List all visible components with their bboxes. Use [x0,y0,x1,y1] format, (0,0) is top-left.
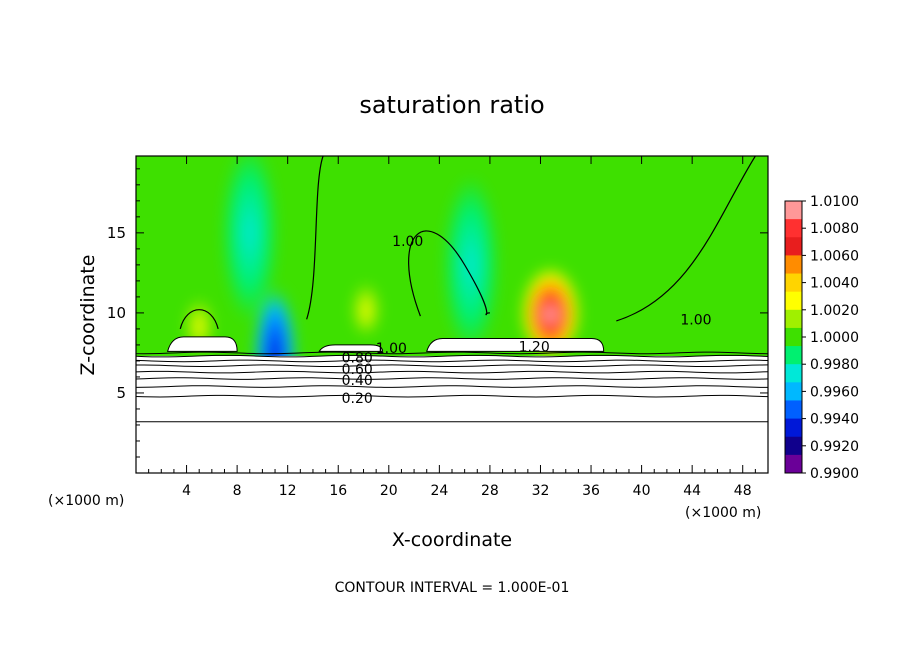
y-axis: 5 10 15 [107,168,768,458]
x-tick-label: 4 [182,483,191,499]
colorbar-label: 0.9900 [810,466,859,482]
colorbar-swatch [785,219,802,238]
x-tick-label: 16 [329,483,347,499]
colorbar-swatch [785,364,802,383]
contour-lines [136,156,768,423]
contour-label: 1.00 [680,312,711,328]
colorbar-swatch [785,418,802,438]
colorbar-label: 1.0060 [810,248,859,264]
contour-label: 1.00 [392,234,423,250]
colorbar-swatch [785,255,802,275]
contour-1.00 [306,156,756,322]
x-tick-label: 12 [279,483,297,499]
colorbar-label: 1.0000 [810,330,859,346]
y-tick-label: 10 [107,304,126,322]
moist-plume-1 [352,276,381,333]
contour-0.2 [136,394,768,398]
contour-label: 0.40 [342,373,373,389]
colorbar-label: 1.0040 [810,276,859,292]
contour-0.5 [136,370,768,374]
contour-label: 0.20 [342,391,373,407]
y-tick-label: 5 [116,384,126,402]
dry-column-1 [221,156,278,323]
contour-label: 1.20 [519,340,550,356]
colorbar-swatch [785,454,802,474]
contour-0.3 [136,385,768,388]
colorbar-label: 1.0100 [810,194,859,210]
contour-0.8 [136,354,768,358]
contour-label: 0.80 [342,351,373,367]
moist-plume-2 [185,292,214,349]
moist-plume-0 [520,256,581,353]
y-tick-label: 15 [107,224,126,242]
x-tick-label: 28 [481,483,499,499]
colorbar-swatch [785,382,802,401]
cloud-patches [166,336,605,352]
x-tick-label: 20 [380,483,398,499]
x-tick-label: 44 [683,483,701,499]
contour-1.00-left [179,309,219,330]
x-tick-label: 40 [633,483,651,499]
colorbar-swatch [785,273,802,293]
colorbar-label: 1.0080 [810,221,859,237]
plot-area: 1.001.001.201.000.800.600.400.20 4 8 12 16 2… [107,155,769,499]
contour-0.7 [136,359,768,363]
x-tick-label: 48 [734,483,752,499]
colorbar-swatch [785,237,802,256]
y-axis-label: Z-coordinate [77,255,99,376]
x-tick-label: 32 [532,483,550,499]
colorbar-swatch [785,201,802,220]
x-tick-label: 8 [233,483,242,499]
contour-label: 0.60 [342,362,373,378]
cloud-patch-2 [426,338,605,352]
x-tick-label: 36 [582,483,600,499]
colorbar-swatch [785,400,802,420]
cloud-patch-0 [166,336,238,352]
colorbar-label: 0.9980 [810,357,859,373]
chart-title: saturation ratio [359,91,544,119]
contour-labels: 1.001.001.201.000.800.600.400.20 [342,234,712,407]
colorbar: 1.0100 1.0080 1.0060 1.0040 1.0020 1.0000 0.99… [784,194,859,482]
colorbar-swatch [785,346,802,365]
colorbar-swatch [785,327,802,347]
x-tick-label: 24 [430,483,448,499]
colorbar-label: 0.9940 [810,412,859,428]
x-axis-label: X-coordinate [392,529,512,551]
contour-label: 1.00 [376,341,407,357]
colorbar-swatch [785,436,802,456]
colorbar-swatch [785,291,802,311]
x-units-label: (×1000 m) [685,505,761,521]
dry-column-2 [442,174,499,355]
contour-0.9 [136,351,768,355]
colorbar-label: 0.9920 [810,439,859,455]
colorbar-label: 1.0020 [810,303,859,319]
z-units-label: (×1000 m) [48,493,124,509]
subsaturated-layer [136,356,768,473]
contour-interval-label: CONTOUR INTERVAL = 1.000E-01 [335,580,570,596]
contour-0.4 [136,377,768,380]
cloud-patch-1 [318,344,383,352]
colorbar-label: 0.9960 [810,384,859,400]
colorbar-swatch [785,309,802,329]
contour-0.6 [136,364,768,368]
x-axis: 4 8 12 16 20 24 28 32 36 40 44 48 [148,156,756,499]
